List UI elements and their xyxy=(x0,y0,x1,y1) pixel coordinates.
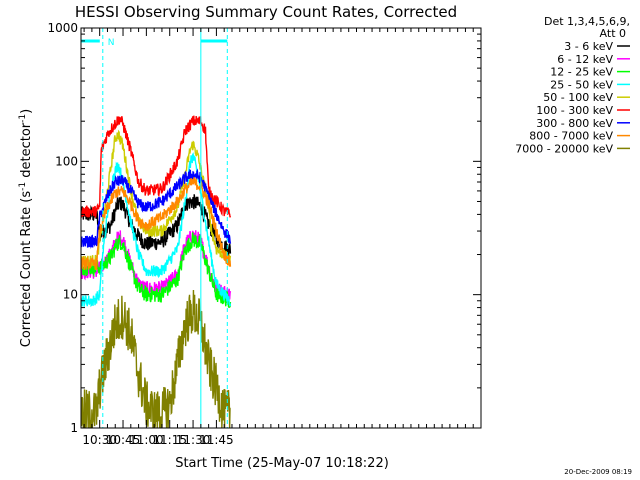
series-line-4 xyxy=(81,152,232,308)
legend-entry-label: 7000 - 20000 keV xyxy=(515,142,613,155)
y-axis-label: Corrected Count Rate (s-1 detector-1) xyxy=(18,109,34,347)
legend-header-line1: Det 1,3,4,5,6,9, xyxy=(544,15,630,28)
series-line-6 xyxy=(81,115,232,218)
legend-header-line2: Att 0 xyxy=(600,27,626,40)
top-bar-marker: N xyxy=(108,38,115,48)
legend-entry-label: 50 - 100 keV xyxy=(543,91,613,104)
y-tick-label: 100 xyxy=(55,154,78,168)
series-layer xyxy=(81,115,232,428)
chart-title: HESSI Observing Summary Count Rates, Cor… xyxy=(75,3,457,21)
legend-entry-label: 25 - 50 keV xyxy=(550,78,613,91)
y-tick-label: 1000 xyxy=(47,21,78,35)
timestamp: 20-Dec-2009 08:19 xyxy=(564,468,632,476)
x-tick-label: 11:30 xyxy=(176,433,211,447)
series-line-8 xyxy=(81,177,232,270)
x-tick-label: 11:45 xyxy=(199,433,234,447)
series-line-3 xyxy=(81,232,232,308)
legend-entry-label: 12 - 25 keV xyxy=(550,66,613,79)
y-axis: 1 10 100 1000 xyxy=(47,21,481,435)
series-line-7 xyxy=(81,168,232,249)
legend-entry-label: 3 - 6 keV xyxy=(564,40,613,53)
y-axis-label-main: Corrected Count Rate (s xyxy=(19,191,34,348)
y-axis-label-mid: detector xyxy=(19,122,34,182)
legend-entry-label: 6 - 12 keV xyxy=(557,53,613,66)
x-tick-label: 10:30 xyxy=(82,433,117,447)
legend-entry-label: 800 - 7000 keV xyxy=(529,130,613,143)
y-axis-label-end: ) xyxy=(19,109,34,114)
annotation-layer: N xyxy=(81,28,228,428)
y-axis-label-sup2: -1 xyxy=(18,114,28,123)
y-tick-label: 10 xyxy=(63,288,78,302)
series-line-9 xyxy=(81,290,231,428)
legend-entry-label: 100 - 300 keV xyxy=(536,104,613,117)
y-axis-label-sup1: -1 xyxy=(18,182,28,191)
y-tick-label: 1 xyxy=(70,421,78,435)
x-tick-label: 11:15 xyxy=(152,433,187,447)
x-tick-label: 10:45 xyxy=(106,433,141,447)
legend-entry-label: 300 - 800 keV xyxy=(536,117,613,130)
x-axis-label: Start Time (25-May-07 10:18:22) xyxy=(175,456,389,471)
plot-frame xyxy=(80,27,482,429)
x-tick-label: 11:00 xyxy=(129,433,164,447)
